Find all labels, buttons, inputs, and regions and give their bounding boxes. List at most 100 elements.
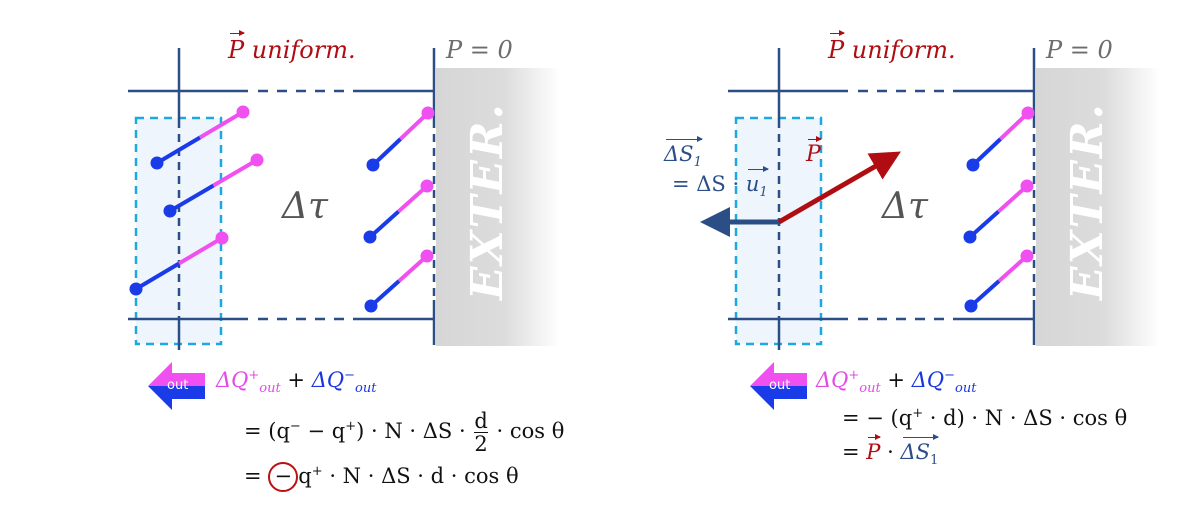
sub: 1 xyxy=(759,185,768,201)
negative-charge xyxy=(150,156,164,170)
sup: + xyxy=(248,368,260,383)
positive-charge xyxy=(1020,249,1034,263)
left-eq-head: ΔQ+out + ΔQ−out xyxy=(216,368,376,396)
right-eq-line2: = P · ΔS1 xyxy=(842,433,940,469)
uniform-text: uniform. xyxy=(851,36,956,64)
positive-charge xyxy=(236,105,250,119)
positive-charge xyxy=(215,231,229,245)
exterior-region xyxy=(1036,68,1160,346)
p-vector: P xyxy=(806,136,822,167)
op: + xyxy=(287,368,306,392)
right-exterior-label: EXTER. xyxy=(1062,102,1113,300)
ds1-vector: ΔS1 xyxy=(900,433,940,469)
sub: out xyxy=(859,381,881,397)
dipole-negative-half xyxy=(168,183,215,213)
numerator: d xyxy=(474,409,488,433)
out-arrow-icon-left xyxy=(148,362,205,410)
out-arrow-icon-right xyxy=(750,362,807,410)
positive-charge xyxy=(420,249,434,263)
positive-charge xyxy=(1021,106,1035,120)
t: = xyxy=(244,464,262,488)
exterior-region xyxy=(436,68,560,346)
sub: out xyxy=(955,381,977,397)
dipole-positive-half xyxy=(212,158,259,188)
polarization-vector-arrow xyxy=(777,151,901,225)
t: − q xyxy=(300,419,346,443)
denominator: 2 xyxy=(474,432,488,456)
negative-charge xyxy=(363,230,377,244)
p-vector: P xyxy=(828,30,846,64)
sup: − xyxy=(344,368,356,383)
right-eq-head: ΔQ+out + ΔQ−out xyxy=(816,368,976,396)
dq-plus: ΔQ xyxy=(816,368,849,392)
left-volume-label: Δτ xyxy=(282,186,328,227)
ds1-vector: ΔS1 xyxy=(664,135,703,170)
dq-minus: ΔQ xyxy=(911,368,945,392)
sub: out xyxy=(259,381,281,397)
positive-charge xyxy=(420,179,434,193)
right-p-uniform-label: P uniform. xyxy=(828,30,956,64)
t: ) · N · ΔS · xyxy=(356,419,466,443)
t: = xyxy=(842,440,860,464)
t: · cos θ xyxy=(496,419,565,443)
positive-charge xyxy=(1020,179,1034,193)
left-eq-line2: = − q+ · N · ΔS · d · cos θ xyxy=(244,462,519,492)
sup: + xyxy=(848,368,860,383)
dipole-negative-half xyxy=(155,135,202,165)
ds1-label: ΔS1 xyxy=(664,135,703,170)
left-panel xyxy=(128,48,560,350)
left-out-label: out xyxy=(167,378,189,393)
circled-minus: − xyxy=(268,462,299,492)
t: = ΔS · xyxy=(672,172,740,196)
left-p-uniform-label: P uniform. xyxy=(228,30,356,64)
sup: + xyxy=(345,419,357,434)
left-exterior-label: EXTER. xyxy=(462,102,513,300)
op: + xyxy=(887,368,906,392)
t: · xyxy=(887,440,894,464)
t: · N · ΔS · d · cos θ xyxy=(322,464,519,488)
p-arrow-label: P xyxy=(806,136,822,167)
positive-charge xyxy=(421,106,435,120)
right-volume-label: Δτ xyxy=(882,186,928,227)
dq-minus: ΔQ xyxy=(311,368,345,392)
t: · d) · N · ΔS · cos θ xyxy=(923,406,1128,430)
positive-charge xyxy=(250,153,264,167)
negative-charge xyxy=(364,299,378,313)
dipole-positive-half xyxy=(198,110,245,140)
negative-charge xyxy=(163,204,177,218)
sub: 1 xyxy=(930,453,939,469)
sup: + xyxy=(912,406,924,421)
t: ΔS xyxy=(900,440,931,464)
dipole-positive-half xyxy=(177,236,224,266)
t: u xyxy=(745,172,760,196)
u1-vector: u1 xyxy=(745,165,769,201)
p-vector: P xyxy=(228,30,246,64)
sup: + xyxy=(311,464,323,479)
uniform-text: uniform. xyxy=(251,36,356,64)
right-p-zero-label: P = 0 xyxy=(1046,36,1113,64)
t: = − (q xyxy=(842,406,913,430)
dq-plus: ΔQ xyxy=(216,368,249,392)
sup: − xyxy=(944,368,956,383)
negative-charge xyxy=(964,299,978,313)
negative-charge xyxy=(966,158,980,172)
right-out-label: out xyxy=(769,378,791,393)
right-arrows xyxy=(700,151,901,237)
ds1-equation: = ΔS · u1 xyxy=(672,165,769,201)
left-p-zero-label: P = 0 xyxy=(446,36,513,64)
sub: out xyxy=(355,381,377,397)
dipole-negative-half xyxy=(134,261,181,291)
t: = (q xyxy=(244,419,290,443)
right-panel xyxy=(728,48,1160,350)
t: q xyxy=(298,464,312,488)
sup: − xyxy=(289,419,301,434)
negative-charge xyxy=(963,230,977,244)
p-vector: P xyxy=(866,434,882,464)
t: ΔS xyxy=(664,142,694,166)
negative-charge xyxy=(129,282,143,296)
right-eq-line1: = − (q+ · d) · N · ΔS · cos θ xyxy=(842,406,1127,430)
